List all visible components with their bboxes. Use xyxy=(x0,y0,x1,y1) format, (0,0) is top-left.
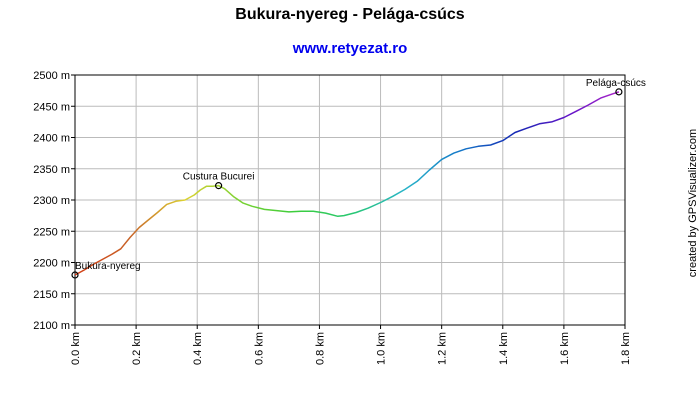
y-tick-label: 2350 m xyxy=(33,164,70,176)
x-tick-label: 1.2 km xyxy=(437,332,449,365)
waypoint-marker xyxy=(615,88,623,96)
y-tick-label: 2400 m xyxy=(33,133,70,145)
x-tick-label: 0.6 km xyxy=(253,332,265,365)
x-tick-label: 0.0 km xyxy=(70,332,82,365)
y-tick-label: 2250 m xyxy=(33,226,70,238)
x-tick-label: 0.4 km xyxy=(192,332,204,365)
x-tick-label: 1.8 km xyxy=(620,332,632,365)
waypoint-marker xyxy=(215,182,223,190)
chart-subtitle-link[interactable]: www.retyezat.ro xyxy=(292,40,407,57)
y-tick-label: 2450 m xyxy=(33,101,70,113)
grid-lines xyxy=(74,74,626,326)
y-tick-label: 2150 m xyxy=(33,289,70,301)
chart-title: Bukura-nyereg - Pelága-csúcs xyxy=(235,6,465,23)
elevation-line xyxy=(74,91,620,276)
y-tick-label: 2100 m xyxy=(33,320,70,332)
waypoint-label: Custura Bucurei xyxy=(183,172,255,183)
waypoint-label: Bukura-nyereg xyxy=(75,261,141,272)
y-axis-ticks: 2100 m 2150 m 2200 m 2250 m 2300 m 2350 m 2400… xyxy=(33,70,75,332)
x-tick-label: 1.6 km xyxy=(559,332,571,365)
x-tick-label: 1.4 km xyxy=(498,332,510,365)
waypoint-label: Pelága-csúcs xyxy=(586,78,646,89)
y-tick-label: 2500 m xyxy=(33,70,70,82)
waypoint-marker xyxy=(71,271,79,279)
x-tick-label: 0.8 km xyxy=(314,332,326,365)
x-tick-label: 0.2 km xyxy=(131,332,143,365)
credit-text[interactable]: created by GPSVisualizer.com xyxy=(687,129,699,277)
waypoint-markers: Bukura-nyereg Custura Bucurei Pelága-csúcs xyxy=(71,78,646,279)
x-tick-label: 1.0 km xyxy=(376,332,388,365)
x-axis-ticks: 0.0 km 0.2 km 0.4 km 0.6 km 0.8 km 1.0 km 1.2 … xyxy=(70,325,632,365)
y-tick-label: 2200 m xyxy=(33,258,70,270)
y-tick-label: 2300 m xyxy=(33,195,70,207)
